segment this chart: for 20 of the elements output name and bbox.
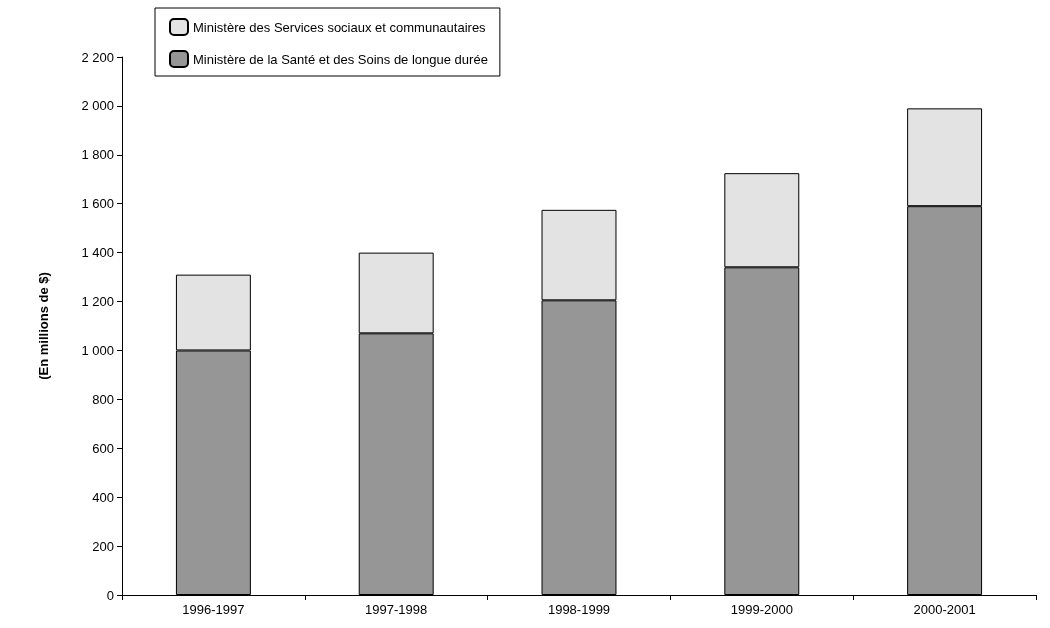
y-tick-label: 200	[92, 538, 114, 554]
y-tick-label: 600	[92, 440, 114, 456]
y-tick-label: 400	[92, 489, 114, 505]
x-tick-label: 1996-1997	[182, 602, 245, 617]
y-tick-label: 2 000	[81, 98, 114, 114]
y-tick-label: 1 200	[81, 294, 114, 310]
legend-label: Ministère de la Santé et des Soins de longue durée	[193, 51, 488, 67]
y-tick-label: 1 600	[81, 196, 114, 212]
x-tick-label: 2000-2001	[913, 602, 976, 617]
y-axis-title: (En millions de $)	[36, 272, 51, 380]
y-tick-label: 1 400	[81, 245, 114, 261]
y-tick-label: 2 200	[81, 49, 114, 65]
y-tick-label: 0	[106, 587, 114, 603]
y-tick-label: 1 000	[81, 342, 114, 358]
x-tick-label: 1997-1998	[365, 602, 428, 617]
y-tick-label: 1 800	[81, 147, 114, 163]
y-tick-label: 800	[92, 391, 114, 407]
legend-label: Ministère des Services sociaux et communautaires	[193, 19, 487, 35]
x-tick-label: 1998-1999	[547, 602, 611, 617]
x-tick-label: 1999-2000	[730, 602, 793, 617]
